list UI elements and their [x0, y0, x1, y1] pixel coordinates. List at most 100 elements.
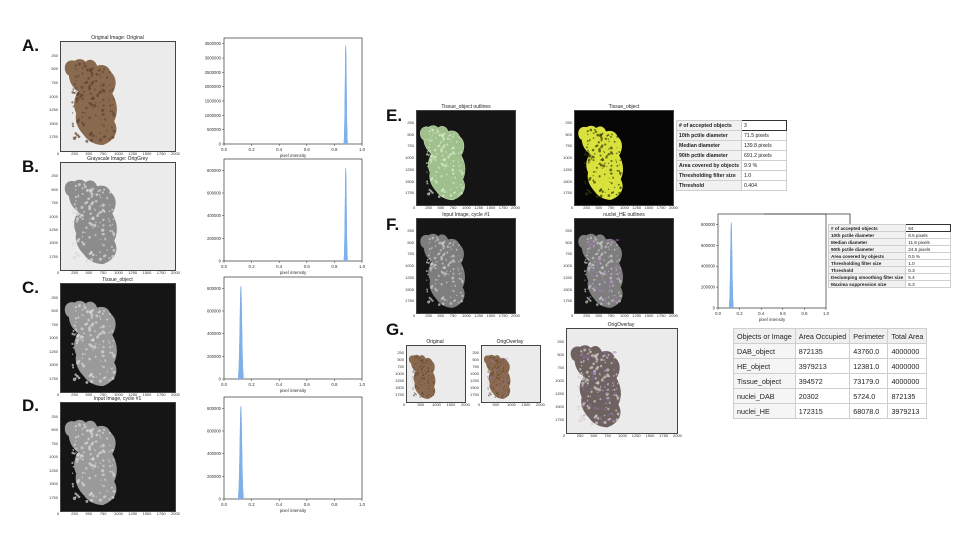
- texture-speck: [427, 369, 429, 371]
- histogram-bar: [347, 139, 348, 144]
- texture-speck: [435, 278, 437, 281]
- texture-speck: [619, 267, 621, 270]
- y-tick-label: 400000: [207, 331, 222, 336]
- table-cell: 43760.0: [849, 343, 889, 359]
- texture-speck: [583, 418, 586, 421]
- texture-speck: [446, 251, 449, 254]
- texture-speck: [431, 395, 433, 397]
- texture-speck: [487, 382, 489, 383]
- image-x-tick: 2000: [171, 392, 180, 397]
- table-row: nuclei_DAB 20302 5724.0 872135: [733, 388, 928, 404]
- texture-speck: [584, 380, 587, 383]
- texture-speck: [441, 163, 445, 167]
- texture-speck: [617, 398, 619, 401]
- texture-speck: [501, 392, 503, 394]
- image-x-tick: 750: [449, 313, 457, 318]
- texture-speck: [90, 313, 94, 317]
- texture-speck: [491, 368, 494, 371]
- texture-speck: [429, 269, 432, 272]
- image-x-tick: 1000: [620, 205, 629, 210]
- texture-speck: [428, 394, 430, 396]
- texture-speck: [580, 365, 583, 367]
- texture-speck: [420, 384, 423, 386]
- texture-speck: [499, 370, 500, 372]
- metric-row: # of accepted objects 3: [676, 120, 787, 131]
- texture-speck: [432, 377, 434, 379]
- texture-speck: [109, 444, 111, 446]
- texture-speck: [603, 259, 606, 262]
- image-x-tick: 2000: [669, 313, 678, 318]
- tissue-region-head: [483, 355, 492, 364]
- texture-speck: [77, 135, 81, 139]
- texture-speck: [594, 130, 597, 133]
- texture-speck: [619, 294, 622, 298]
- texture-speck: [108, 460, 111, 463]
- x-tick-label: 1.0: [359, 147, 366, 152]
- texture-speck: [415, 362, 417, 364]
- texture-speck: [584, 259, 587, 261]
- texture-speck: [592, 179, 594, 182]
- texture-speck: [101, 484, 103, 486]
- texture-speck: [92, 337, 94, 340]
- texture-speck: [441, 154, 444, 157]
- texture-speck: [442, 245, 445, 248]
- image-x-tick: 1500: [142, 511, 152, 516]
- nucleus-outline: [496, 388, 498, 390]
- texture-speck: [74, 195, 78, 199]
- image-y-tick: 1500: [49, 240, 58, 246]
- texture-speck: [417, 372, 419, 375]
- image-x-tick: 500: [595, 313, 603, 318]
- texture-speck: [604, 251, 607, 254]
- texture-speck: [615, 159, 617, 161]
- table-cell: 872135: [887, 388, 928, 404]
- texture-speck: [503, 378, 505, 380]
- texture-speck: [419, 359, 422, 362]
- texture-speck: [580, 375, 583, 378]
- metric-label: Area covered by objects: [676, 160, 742, 171]
- texture-speck: [497, 379, 499, 381]
- texture-speck: [616, 244, 619, 246]
- texture-speck: [578, 373, 580, 376]
- texture-speck: [106, 197, 109, 200]
- nucleus-outline: [596, 407, 599, 410]
- x-tick-label: 0.4: [276, 382, 283, 387]
- texture-speck: [112, 112, 116, 116]
- texture-speck: [600, 137, 603, 140]
- texture-speck: [88, 116, 91, 120]
- texture-speck: [587, 257, 589, 260]
- image-y-tick: 750: [557, 365, 564, 370]
- texture-speck: [598, 175, 601, 178]
- histogram-frame: [223, 37, 363, 145]
- nucleus-outline: [494, 372, 496, 374]
- texture-speck: [598, 189, 601, 193]
- texture-speck: [83, 306, 87, 310]
- image-x-tick: 750: [607, 205, 615, 210]
- texture-speck: [506, 378, 508, 380]
- texture-speck: [81, 362, 84, 365]
- texture-speck: [595, 195, 599, 198]
- image-x-tick: 0: [478, 402, 481, 407]
- nucleus-outline: [595, 407, 597, 410]
- texture-speck: [427, 380, 430, 383]
- texture-speck: [108, 498, 111, 501]
- texture-speck: [603, 414, 606, 417]
- texture-speck: [585, 370, 589, 374]
- texture-speck: [489, 359, 490, 361]
- texture-speck: [606, 373, 608, 375]
- image-y-tick: 1500: [563, 178, 572, 184]
- texture-speck: [80, 85, 84, 89]
- texture-speck: [88, 445, 92, 449]
- texture-speck: [603, 281, 606, 284]
- texture-speck: [433, 383, 435, 385]
- nucleus-outline: [587, 359, 590, 362]
- image-y-tick: 1750: [555, 417, 564, 422]
- texture-speck: [96, 335, 100, 339]
- nucleus-outline: [608, 242, 611, 245]
- texture-speck: [418, 366, 420, 368]
- texture-speck: [94, 79, 98, 83]
- texture-speck: [499, 361, 501, 364]
- texture-speck: [439, 141, 442, 144]
- texture-speck: [616, 412, 620, 416]
- texture-speck: [99, 131, 101, 134]
- overlay-large-image: [566, 328, 678, 434]
